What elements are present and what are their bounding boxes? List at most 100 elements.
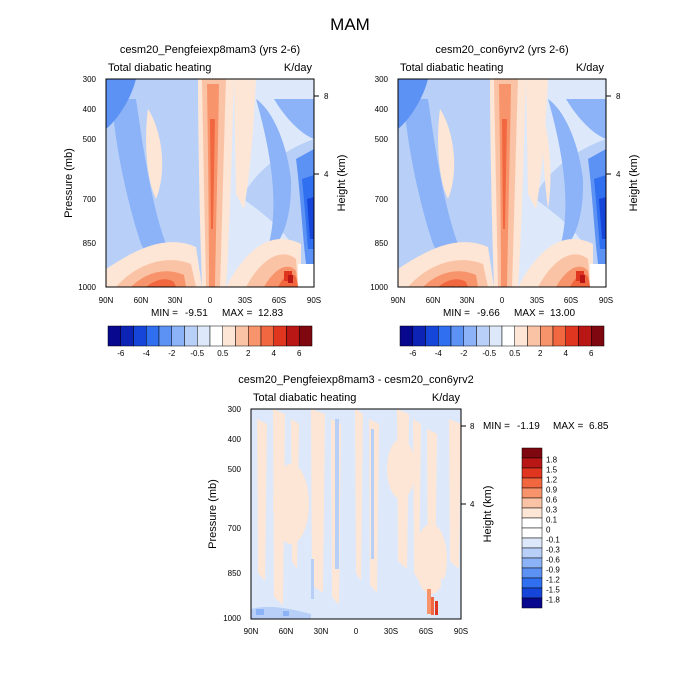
- panel-2-xtick-90s: 90S: [599, 296, 613, 305]
- panel-3-cbar-label: 0: [546, 526, 551, 535]
- panel-2-ytick-300: 300: [375, 75, 389, 84]
- panel-3-height-tick-8: 8: [470, 422, 475, 431]
- panel-2-right-tick-labels: 8 4: [606, 92, 621, 179]
- panel-1-xtick-90s: 90S: [307, 296, 321, 305]
- panel-1-colorbar-labels: -6 -4 -2 -0.5 0.5 2 4 6: [117, 349, 302, 358]
- panel-1-right-axis-title: Height (km): [336, 155, 348, 212]
- field-cell: [256, 609, 264, 615]
- panel-1-cbar-label: 0.5: [217, 349, 229, 358]
- panel-2-colorbar-labels: -6 -4 -2 -0.5 0.5 2 4 6: [409, 349, 594, 358]
- panel-3-colorbar-labels: 1.8 1.5 1.2 0.9 0.6 0.3 0.1 0 -0.1 -0.3 …: [546, 456, 560, 605]
- field-patch: [234, 79, 256, 209]
- field-patch: [112, 99, 176, 268]
- field-cell: [441, 579, 461, 619]
- panel-2-colorbar: -6 -4 -2 -0.5 0.5 2 4 6: [399, 325, 605, 358]
- panel-2-stats: MIN = -9.66 MAX = 13.00: [443, 308, 575, 319]
- field-cell: [335, 419, 339, 569]
- colorbar-box: [222, 325, 236, 347]
- colorbar-box: [209, 325, 223, 347]
- field-patch: [449, 419, 461, 569]
- panel-1-ytick-700: 700: [83, 195, 97, 204]
- field-cell: [298, 264, 314, 287]
- panel-2-plot-frame: [397, 78, 607, 288]
- panel-3-ytick-300: 300: [228, 405, 242, 414]
- colorbar-box: [521, 567, 543, 579]
- panel-3-cbar-label: -0.6: [546, 556, 560, 565]
- panel-1-cbar-label: -0.5: [190, 349, 204, 358]
- panel-1-xtick-60s: 60S: [272, 296, 286, 305]
- colorbar-box: [273, 325, 287, 347]
- panel-2-xtick-labels: 90N 60N 30N 0 30S 60S 90S: [391, 296, 613, 305]
- field-cell: [311, 559, 314, 599]
- panel-1-ytick-labels: 300 400 500 700 850 1000: [78, 75, 96, 292]
- panel-1-max-value: 12.83: [258, 308, 283, 319]
- field-patch: [251, 409, 257, 569]
- colorbar-box: [450, 325, 464, 347]
- panel-2-min-value: -9.66: [477, 308, 500, 319]
- panel-1-y-axis-title: Pressure (mb): [63, 148, 75, 218]
- colorbar-box: [521, 497, 543, 509]
- panel-3-cbar-label: 0.3: [546, 506, 558, 515]
- panel-2-ytick-labels: 300 400 500 700 850 1000: [370, 75, 388, 292]
- panel-1-variable-label: Total diabatic heating: [108, 62, 211, 74]
- panel-1-min-label: MIN =: [151, 308, 178, 319]
- panel-1: cesm20_Pengfeiexp8mam3 (yrs 2-6) Total d…: [63, 44, 348, 358]
- panel-2-cbar-label: 0.5: [509, 349, 521, 358]
- panel-1-xtick-30s: 30S: [238, 296, 252, 305]
- panel-2-xtick-30n: 30N: [460, 296, 475, 305]
- colorbar-box: [476, 325, 490, 347]
- panel-3-plot-frame: [250, 408, 462, 620]
- panel-1-cbar-label: -4: [143, 349, 151, 358]
- field-patch: [387, 439, 415, 499]
- colorbar-box: [578, 325, 592, 347]
- colorbar-box: [521, 547, 543, 559]
- field-cell: [580, 275, 585, 283]
- panel-3-cbar-label: 1.2: [546, 476, 558, 485]
- panel-2-xtick-30s: 30S: [530, 296, 544, 305]
- panel-3-cbar-label: -1.2: [546, 576, 560, 585]
- field-cell: [427, 589, 431, 614]
- colorbar-box: [248, 325, 262, 347]
- panel-1-cbar-label: -2: [168, 349, 176, 358]
- colorbar-box: [527, 325, 541, 347]
- panel-3-ytick-700: 700: [228, 524, 242, 533]
- field-patch: [438, 109, 455, 199]
- panel-3-max-label: MAX =: [553, 421, 583, 432]
- colorbar-box: [235, 325, 249, 347]
- panel-3-variable-label: Total diabatic heating: [253, 392, 356, 404]
- panel-3-ytick-1000: 1000: [223, 614, 241, 623]
- field-patch: [106, 79, 136, 129]
- colorbar-box: [521, 477, 543, 489]
- panel-2-plot-area: [397, 78, 607, 288]
- panel-3-xtick-30n: 30N: [314, 627, 329, 636]
- field-patch: [542, 109, 551, 209]
- panel-3-cbar-label: 0.1: [546, 516, 558, 525]
- panel-3-cbar-label: -0.9: [546, 566, 560, 575]
- field-patch: [256, 99, 292, 254]
- panel-1-title: cesm20_Pengfeiexp8mam3 (yrs 2-6): [120, 44, 300, 56]
- panel-1-stats: MIN = -9.51 MAX = 12.83: [151, 308, 283, 319]
- colorbar-box: [521, 447, 543, 459]
- field-patch: [251, 606, 311, 619]
- panel-3-cbar-label: 0.6: [546, 496, 558, 505]
- colorbar-box: [540, 325, 554, 347]
- colorbar-box: [514, 325, 528, 347]
- colorbar-box: [565, 325, 579, 347]
- panel-3-cbar-label: 0.9: [546, 486, 558, 495]
- panel-3-xtick-labels: 90N 60N 30N 0 30S 60S 90S: [244, 627, 468, 636]
- colorbar-box: [521, 597, 543, 609]
- panel-3-cbar-label: 1.8: [546, 456, 558, 465]
- field-cell: [288, 275, 293, 283]
- colorbar-box: [521, 457, 543, 469]
- panel-2-cbar-label: -2: [460, 349, 468, 358]
- field-cell: [371, 429, 374, 559]
- panel-2-max-label: MAX =: [514, 308, 544, 319]
- panel-1-cbar-label: -6: [117, 349, 125, 358]
- panel-3: cesm20_Pengfeiexp8mam3 - cesm20_con6yrv2…: [207, 374, 609, 636]
- panel-1-cbar-label: 4: [272, 349, 277, 358]
- colorbar-box: [260, 325, 274, 347]
- panel-2-xtick-60s: 60S: [564, 296, 578, 305]
- field-patch: [267, 429, 273, 593]
- colorbar-box: [133, 325, 147, 347]
